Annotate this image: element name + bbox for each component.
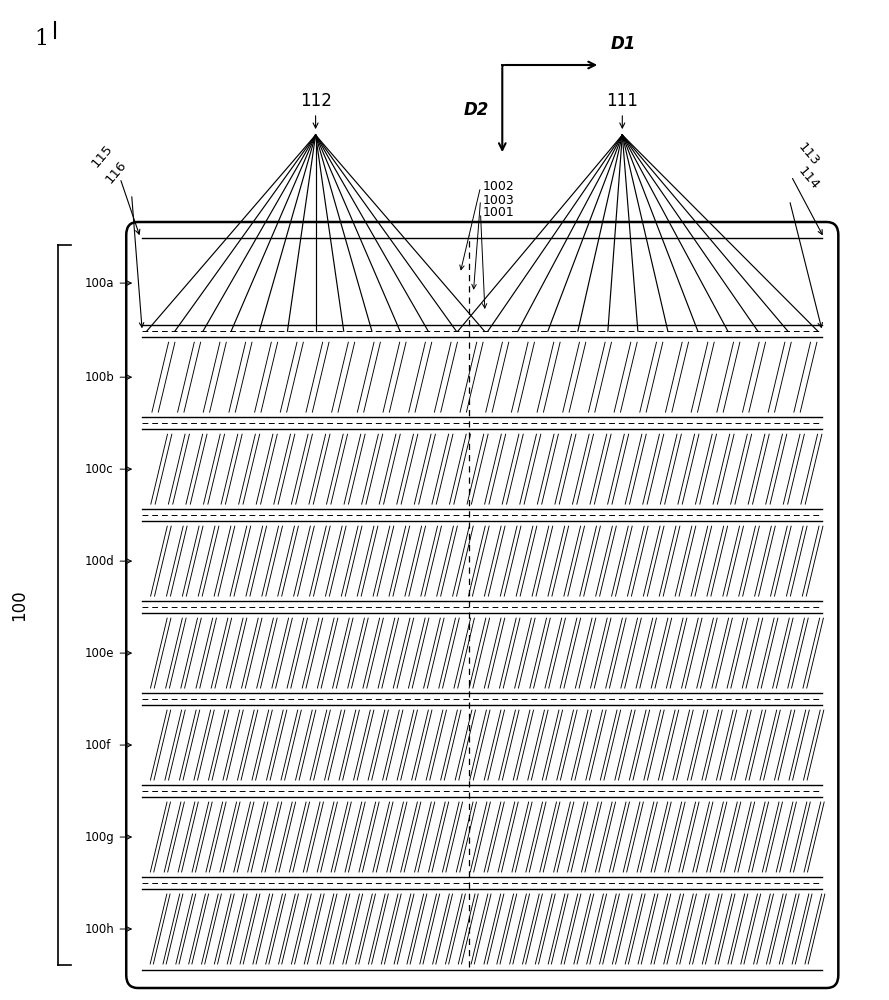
Text: 112: 112 [300, 92, 332, 110]
Text: 115: 115 [89, 142, 116, 170]
Text: 100h: 100h [84, 923, 114, 936]
Text: 100c: 100c [84, 463, 113, 476]
Text: 1001: 1001 [482, 207, 514, 220]
Text: 1: 1 [35, 28, 49, 50]
Text: D2: D2 [463, 101, 489, 119]
Text: 100: 100 [11, 589, 28, 621]
Text: D1: D1 [611, 35, 637, 53]
Text: 1003: 1003 [482, 194, 514, 207]
Text: 100f: 100f [84, 739, 111, 752]
Text: 114: 114 [796, 164, 822, 192]
Text: 100b: 100b [84, 371, 114, 384]
Text: 100e: 100e [84, 647, 114, 660]
Text: 113: 113 [796, 140, 822, 168]
Text: 100a: 100a [84, 277, 114, 290]
Text: 116: 116 [102, 158, 129, 186]
Text: 100g: 100g [84, 831, 114, 844]
Text: 1002: 1002 [482, 180, 514, 194]
Text: 100d: 100d [84, 555, 114, 568]
FancyBboxPatch shape [126, 222, 838, 988]
Text: 111: 111 [606, 92, 638, 110]
